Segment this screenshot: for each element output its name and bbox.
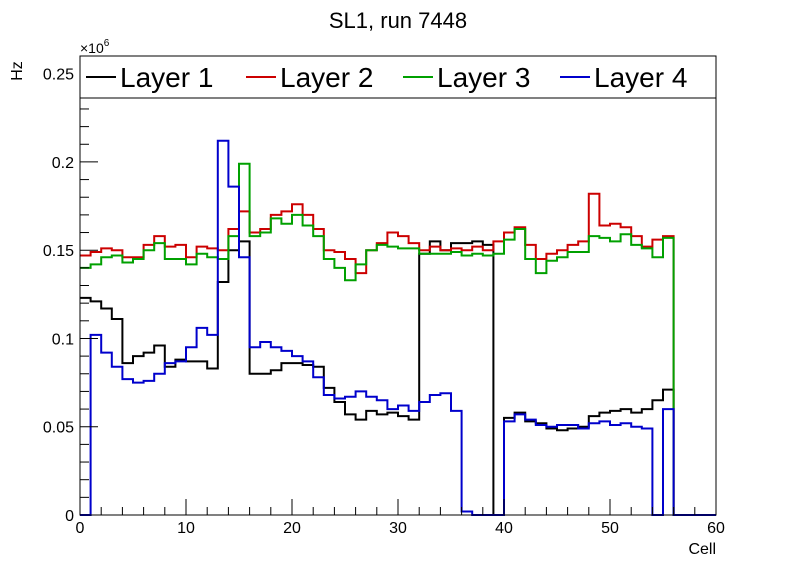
x-tick-label: 40: [495, 520, 513, 537]
y-tick-label: 0.1: [52, 331, 74, 348]
legend: Layer 1 Layer 2 Layer 3 Layer 4: [79, 55, 717, 99]
y-tick-label: 0.15: [43, 243, 74, 260]
series-group: [80, 139, 716, 516]
chart-title: SL1, run 7448: [329, 8, 467, 33]
y-axis-multiplier-base: ×10: [80, 40, 104, 56]
series-line-layer-1: [80, 240, 716, 516]
series-line-layer-3: [80, 162, 716, 516]
y-tick-label: 0.25: [43, 67, 74, 84]
y-axis-multiplier: ×106: [80, 38, 110, 56]
x-tick-label: 0: [76, 520, 85, 537]
x-tick-label: 50: [601, 520, 619, 537]
legend-label-layer-4: Layer 4: [594, 62, 687, 93]
legend-label-layer-3: Layer 3: [437, 62, 530, 93]
legend-box: [79, 55, 717, 99]
x-tick-label: 30: [389, 520, 407, 537]
y-tick-label: 0.2: [52, 155, 74, 172]
legend-label-layer-1: Layer 1: [120, 62, 213, 93]
series-line-layer-4: [80, 139, 716, 516]
x-axis-label: Cell: [688, 541, 716, 558]
x-tick-label: 60: [707, 520, 725, 537]
y-tick-label: 0.05: [43, 420, 74, 437]
x-tick-label: 20: [283, 520, 301, 537]
legend-label-layer-2: Layer 2: [280, 62, 373, 93]
y-axis-label: Hz: [9, 61, 26, 81]
y-axis-multiplier-exponent: 6: [104, 38, 110, 49]
y-tick-label: 0: [65, 508, 74, 525]
axes-group: 0 10 20 30 40 50 60 0 0.05 0.1 0.15 0.2 0.25: [43, 55, 725, 537]
series-line-layer-2: [80, 192, 716, 516]
x-tick-label: 10: [177, 520, 195, 537]
